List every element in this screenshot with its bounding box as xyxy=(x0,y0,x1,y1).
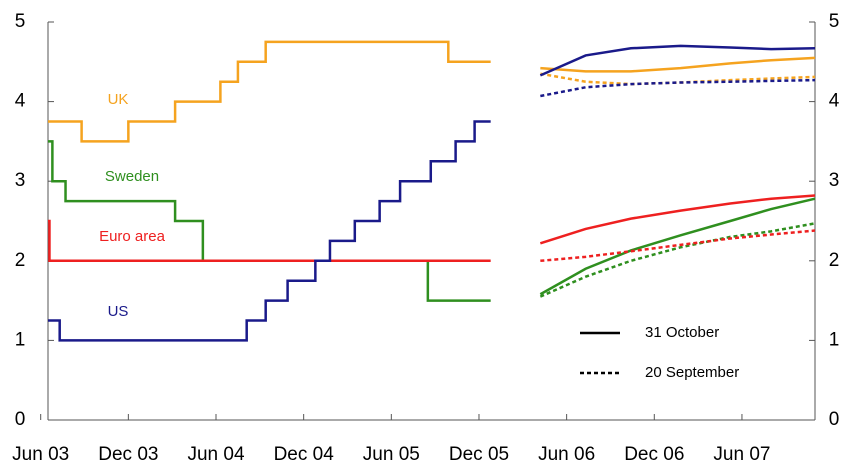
step-line xyxy=(48,219,491,263)
y2-tick-label: 0 xyxy=(829,409,840,430)
x-tick-label: Jun 03 xyxy=(12,444,69,465)
forward-curve xyxy=(539,194,816,245)
forward-curve xyxy=(540,72,816,86)
forward-curve xyxy=(540,78,816,98)
x-tick-label: Jun 06 xyxy=(538,444,595,465)
y2-tick-label: 1 xyxy=(829,329,840,350)
y2-tick-label: 5 xyxy=(829,11,840,32)
forward-curve xyxy=(539,222,816,298)
x-tick-label: Jun 04 xyxy=(187,444,244,465)
series-label: US xyxy=(108,303,129,320)
y-tick-label: 5 xyxy=(15,11,26,32)
y2-tick-label: 2 xyxy=(829,250,840,271)
legend-label: 31 October xyxy=(645,324,719,341)
y2-tick-label: 3 xyxy=(829,170,840,191)
forward-curve xyxy=(539,44,816,77)
y-tick-label: 3 xyxy=(15,170,26,191)
series-label: Sweden xyxy=(105,168,159,185)
series-label: UK xyxy=(108,91,129,108)
x-tick-label: Dec 05 xyxy=(449,444,509,465)
series-label: Euro area xyxy=(99,228,166,245)
forward-curve xyxy=(540,229,816,263)
y-tick-label: 1 xyxy=(15,329,26,350)
forward-curve xyxy=(540,56,816,73)
x-tick-label: Jun 05 xyxy=(363,444,420,465)
step-line xyxy=(48,120,491,342)
step-line xyxy=(48,140,491,302)
y2-tick-label: 4 xyxy=(829,91,840,112)
x-tick-label: Dec 03 xyxy=(98,444,158,465)
x-tick-label: Dec 04 xyxy=(274,444,335,465)
legend-label: 20 September xyxy=(645,364,739,381)
step-line xyxy=(48,40,491,143)
y-tick-label: 4 xyxy=(15,91,26,112)
y-tick-label: 0 xyxy=(15,409,26,430)
x-tick-label: Dec 06 xyxy=(624,444,684,465)
x-tick-label: Jun 07 xyxy=(713,444,770,465)
forward-curve xyxy=(539,197,816,296)
y-tick-label: 2 xyxy=(15,250,26,271)
